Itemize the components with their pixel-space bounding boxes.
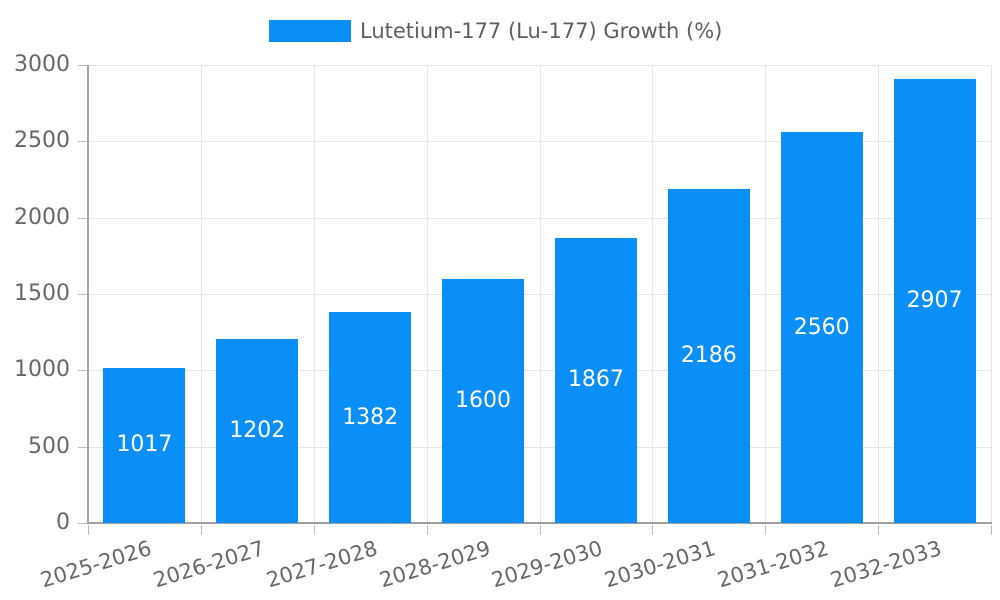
bar[interactable] bbox=[329, 312, 412, 523]
legend-label: Lutetium-177 (Lu-177) Growth (%) bbox=[360, 19, 723, 43]
gridline-vertical bbox=[200, 65, 202, 523]
bar[interactable] bbox=[442, 278, 525, 523]
bar[interactable] bbox=[103, 367, 186, 523]
y-axis-tick bbox=[78, 446, 88, 448]
x-axis-tick bbox=[539, 525, 541, 535]
bar[interactable] bbox=[216, 339, 299, 523]
bar[interactable] bbox=[554, 237, 637, 523]
legend[interactable]: Lutetium-177 (Lu-177) Growth (%) bbox=[269, 19, 722, 43]
bar[interactable] bbox=[780, 132, 863, 523]
y-axis-tick bbox=[78, 294, 88, 295]
x-axis-label: 2026-2027 bbox=[150, 536, 268, 593]
x-axis-tick bbox=[88, 525, 89, 535]
bar-value-label: 2907 bbox=[906, 288, 963, 314]
x-axis-label: 2028-2029 bbox=[376, 536, 493, 593]
y-axis-tick bbox=[78, 217, 88, 219]
x-axis-tick bbox=[426, 525, 428, 535]
y-axis-tick bbox=[78, 65, 88, 66]
legend-swatch bbox=[269, 20, 351, 42]
bar-value-label: 2186 bbox=[680, 343, 737, 369]
x-axis-tick bbox=[991, 525, 992, 535]
bar-value-label: 1867 bbox=[567, 367, 624, 393]
gridline-vertical bbox=[539, 65, 541, 523]
y-axis-label: 2500 bbox=[14, 128, 70, 154]
y-axis-label: 2000 bbox=[14, 204, 70, 230]
y-axis-tick bbox=[78, 370, 88, 372]
gridline-vertical bbox=[765, 65, 767, 523]
bar-value-label: 1017 bbox=[116, 432, 173, 458]
x-axis-tick bbox=[313, 525, 315, 535]
bar-value-label: 1382 bbox=[342, 404, 399, 430]
x-axis-label: 2031-2032 bbox=[714, 536, 832, 593]
y-axis-label: 1000 bbox=[14, 357, 70, 383]
bar[interactable] bbox=[893, 79, 976, 523]
gridline-vertical bbox=[652, 65, 654, 523]
y-axis-label: 500 bbox=[28, 433, 70, 459]
y-axis-label: 0 bbox=[56, 510, 70, 535]
bar-value-label: 1600 bbox=[455, 387, 512, 413]
x-axis-tick bbox=[765, 525, 767, 535]
x-axis-line bbox=[87, 522, 992, 524]
gridline-vertical bbox=[991, 65, 992, 523]
x-axis-tick bbox=[200, 525, 202, 535]
bar[interactable] bbox=[667, 189, 750, 523]
gridline-vertical bbox=[878, 65, 880, 523]
y-axis-tick bbox=[78, 141, 88, 143]
x-axis-label: 2027-2028 bbox=[263, 536, 380, 593]
y-axis-label: 3000 bbox=[14, 52, 70, 77]
y-axis-line bbox=[87, 65, 89, 523]
x-axis-tick bbox=[878, 525, 880, 535]
bar-value-label: 2560 bbox=[793, 314, 850, 340]
y-axis-label: 1500 bbox=[14, 281, 70, 306]
gridline-vertical bbox=[313, 65, 315, 523]
x-axis-label: 2029-2030 bbox=[489, 536, 606, 593]
x-axis-label: 2025-2026 bbox=[37, 536, 155, 593]
x-axis-tick bbox=[652, 525, 654, 535]
x-axis-label: 2030-2031 bbox=[602, 536, 719, 593]
gridline-vertical bbox=[426, 65, 428, 523]
bar-value-label: 1202 bbox=[229, 418, 286, 444]
x-axis-label: 2032-2033 bbox=[827, 536, 945, 593]
y-axis-tick bbox=[78, 523, 88, 524]
